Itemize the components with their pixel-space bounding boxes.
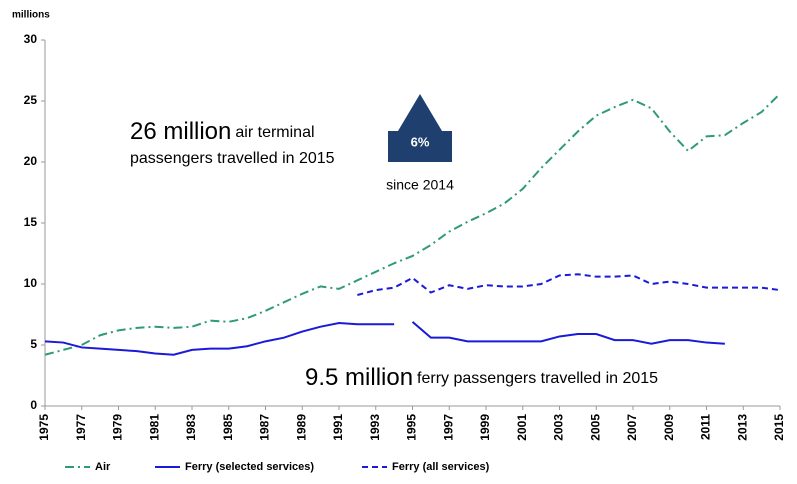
x-tick-label: 2013 bbox=[735, 414, 749, 441]
y-tick-label: 0 bbox=[30, 398, 37, 412]
air-line2: passengers travelled in 2015 bbox=[130, 150, 335, 167]
x-tick-label: 2003 bbox=[552, 414, 566, 441]
x-tick-label: 2011 bbox=[699, 414, 713, 440]
y-tick-label: 20 bbox=[24, 154, 38, 168]
legend-label: Ferry (all services) bbox=[392, 461, 490, 473]
air-annotation: 26 million air terminal bbox=[130, 118, 315, 145]
x-tick-label: 1977 bbox=[74, 414, 88, 441]
ferry-big: 9.5 million bbox=[305, 364, 413, 391]
arrow-up bbox=[388, 94, 452, 162]
x-tick-label: 1979 bbox=[111, 414, 125, 441]
legend-label: Ferry (selected services) bbox=[185, 461, 314, 473]
legend-label: Air bbox=[95, 461, 111, 473]
y-tick-label: 5 bbox=[30, 337, 37, 351]
y-unit-label: millions bbox=[12, 10, 50, 21]
x-tick-label: 1993 bbox=[368, 414, 382, 441]
x-tick-label: 2009 bbox=[662, 414, 676, 441]
x-tick-label: 1999 bbox=[478, 414, 492, 441]
x-tick-label: 2015 bbox=[772, 414, 786, 441]
x-tick-label: 1995 bbox=[405, 414, 419, 441]
y-tick-label: 10 bbox=[24, 276, 38, 290]
x-tick-label: 2007 bbox=[625, 414, 639, 441]
x-tick-label: 1989 bbox=[294, 414, 308, 441]
ferry-annotation: 9.5 million ferry passengers travelled in… bbox=[305, 364, 658, 391]
y-tick-label: 15 bbox=[24, 215, 38, 229]
x-tick-label: 1991 bbox=[331, 414, 345, 441]
air-big: 26 million bbox=[130, 118, 231, 145]
ferry-small: ferry passengers travelled in 2015 bbox=[417, 370, 658, 387]
y-tick-label: 25 bbox=[24, 93, 38, 107]
x-tick-label: 1983 bbox=[184, 414, 198, 441]
x-tick-label: 1981 bbox=[147, 414, 161, 441]
x-tick-label: 1997 bbox=[441, 414, 455, 441]
x-tick-label: 2005 bbox=[588, 414, 602, 441]
x-tick-label: 2001 bbox=[515, 414, 529, 441]
x-tick-label: 1985 bbox=[221, 414, 235, 441]
arrow-label: 6% bbox=[411, 134, 430, 149]
series-line bbox=[44, 92, 781, 356]
x-tick-label: 1987 bbox=[258, 414, 272, 441]
air-small: air terminal bbox=[235, 124, 314, 141]
y-tick-label: 30 bbox=[24, 32, 38, 46]
x-tick-label: 1975 bbox=[37, 414, 51, 441]
series-line bbox=[44, 321, 725, 356]
since-label: since 2014 bbox=[386, 177, 454, 193]
series-line bbox=[357, 273, 781, 296]
